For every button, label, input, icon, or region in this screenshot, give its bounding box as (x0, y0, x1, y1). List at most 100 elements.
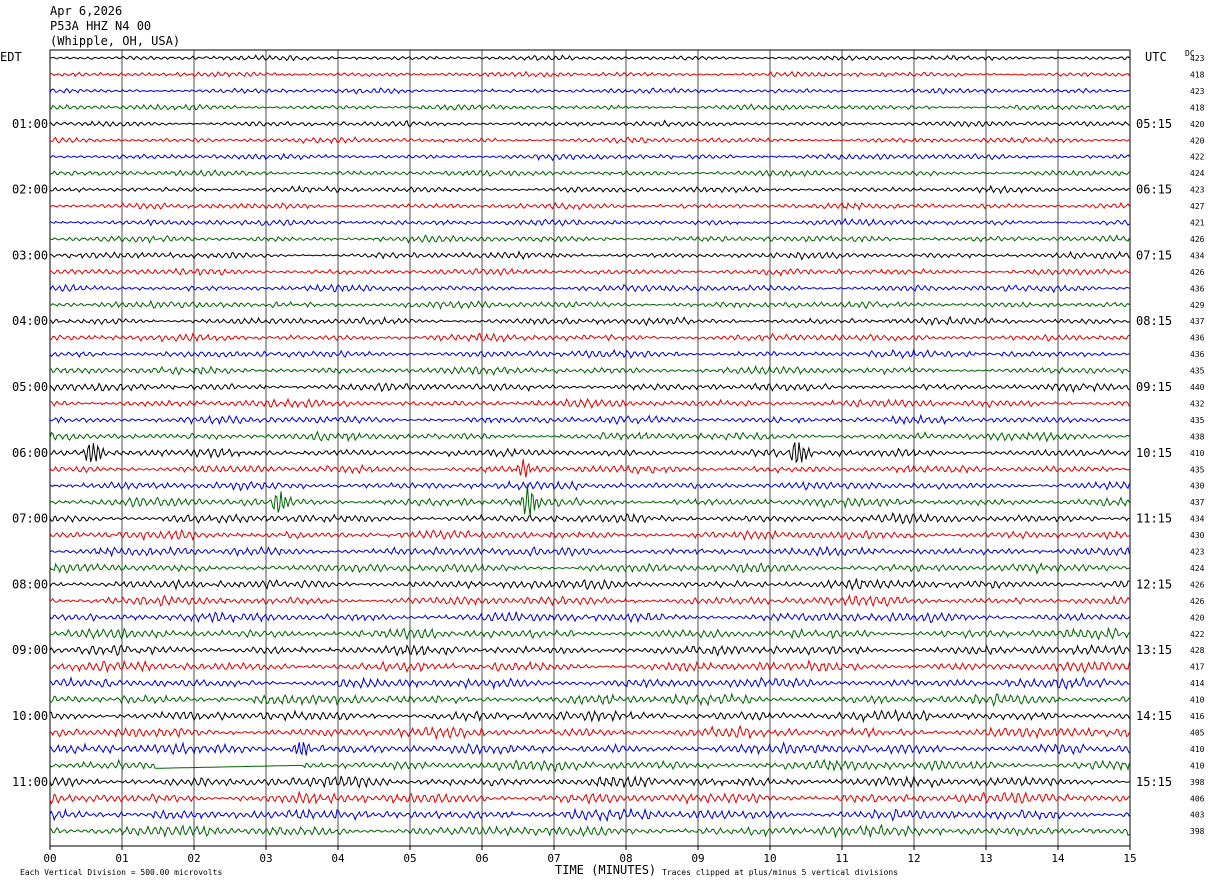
left-timezone-label: EDT (0, 50, 22, 64)
seismic-trace (49, 119, 1130, 128)
dc-offset-value: 406 (1190, 794, 1205, 803)
dc-offset-value: 435 (1190, 367, 1205, 376)
station-code: P53A HHZ N4 00 (50, 19, 152, 33)
seismic-trace (49, 430, 1130, 443)
right-timezone-label: UTC (1145, 50, 1167, 64)
seismic-trace (49, 347, 1130, 360)
dc-offset-value: 418 (1190, 103, 1205, 112)
seismic-trace (49, 332, 1130, 343)
x-tick-label: 04 (331, 852, 345, 865)
dc-offset-value: 436 (1190, 334, 1205, 343)
dc-offset-value: 435 (1190, 465, 1205, 474)
x-tick-label: 11 (835, 852, 848, 865)
seismic-trace (49, 152, 1130, 162)
seismic-trace (49, 692, 1130, 708)
seismic-trace (49, 626, 1130, 641)
seismic-trace (49, 217, 1130, 227)
left-time-label: 02:00 (12, 183, 48, 197)
dc-offset-value: 430 (1190, 482, 1205, 491)
dc-offset-value: 398 (1190, 778, 1205, 787)
seismic-trace (49, 790, 1130, 806)
dc-offset-value: 418 (1190, 70, 1205, 79)
left-time-label: 04:00 (12, 314, 48, 328)
seismic-trace (49, 397, 1130, 409)
clip-note: Traces clipped at plus/minus 5 vertical … (662, 868, 899, 877)
x-tick-label: 03 (259, 852, 272, 865)
seismic-trace (49, 87, 1130, 95)
seismic-trace (49, 484, 1130, 517)
dc-offset-value: 436 (1190, 284, 1205, 293)
dc-offset-value: 420 (1190, 136, 1205, 145)
seismic-trace (49, 562, 1130, 575)
seismic-trace (49, 382, 1130, 394)
x-tick-label: 06 (475, 852, 488, 865)
seismic-trace (49, 364, 1130, 377)
x-tick-label: 07 (547, 852, 560, 865)
seismic-trace (49, 708, 1130, 724)
left-time-label: 11:00 (12, 775, 48, 789)
seismic-trace (49, 758, 1130, 773)
dc-offset-value: 426 (1190, 268, 1205, 277)
right-time-label: 15:15 (1136, 775, 1172, 789)
x-tick-label: 08 (619, 852, 632, 865)
dc-offset-value: 414 (1190, 679, 1205, 688)
dc-offset-value: 423 (1190, 54, 1205, 63)
seismic-trace (49, 775, 1130, 789)
right-time-label: 05:15 (1136, 117, 1172, 131)
dc-offset-value: 422 (1190, 630, 1205, 639)
right-time-label: 10:15 (1136, 446, 1172, 460)
seismic-trace (49, 442, 1130, 464)
seismic-trace (49, 643, 1130, 658)
seismic-trace (49, 611, 1130, 624)
seismic-trace (49, 724, 1130, 740)
x-tick-label: 00 (43, 852, 56, 865)
seismic-trace (49, 459, 1130, 478)
dc-offset-value: 437 (1190, 317, 1205, 326)
dc-offset-value: 423 (1190, 548, 1205, 557)
left-time-label: 10:00 (12, 709, 48, 723)
seismic-trace (49, 823, 1130, 839)
left-time-label: 07:00 (12, 512, 48, 526)
dc-offset-value: 440 (1190, 383, 1205, 392)
dc-offset-value: 410 (1190, 449, 1205, 458)
seismic-trace (49, 283, 1130, 294)
trace-group (49, 54, 1130, 839)
seismic-trace (49, 136, 1130, 145)
axis-labels: 01:00 02:00 03:00 04:00 05:00 06:00 07:00 08:00… (12, 54, 1205, 865)
dc-offset-value: 430 (1190, 531, 1205, 540)
dc-offset-value: 410 (1190, 696, 1205, 705)
seismic-trace (49, 741, 1130, 756)
dc-offset-value: 437 (1190, 498, 1205, 507)
dc-offset-value: 420 (1190, 613, 1205, 622)
right-time-label: 14:15 (1136, 709, 1172, 723)
seismic-trace (49, 807, 1130, 823)
x-tick-label: 12 (907, 852, 920, 865)
seismic-trace (49, 250, 1130, 261)
x-tick-label: 13 (979, 852, 992, 865)
x-tick-label: 01 (115, 852, 128, 865)
seismic-trace (49, 659, 1130, 674)
dc-offset-value: 436 (1190, 350, 1205, 359)
dc-offset-value: 421 (1190, 219, 1205, 228)
dc-offset-value: 405 (1190, 728, 1205, 737)
dc-offset-value: 410 (1190, 745, 1205, 754)
seismic-trace (49, 413, 1130, 426)
right-time-label: 13:15 (1136, 643, 1172, 657)
dc-offset-value: 398 (1190, 827, 1205, 836)
dc-offset-value: 424 (1190, 564, 1205, 573)
dc-offset-value: 438 (1190, 432, 1205, 441)
x-tick-label: 05 (403, 852, 416, 865)
left-time-label: 05:00 (12, 380, 48, 394)
x-axis-title: TIME (MINUTES) (555, 863, 657, 877)
x-tick-label: 10 (763, 852, 776, 865)
seismic-trace (49, 676, 1130, 691)
dc-offset-value: 434 (1190, 251, 1205, 260)
dc-offset-value: 428 (1190, 646, 1205, 655)
plot-date: Apr 6,2026 (50, 4, 123, 18)
seismic-trace (49, 512, 1130, 525)
dc-offset-value: 429 (1190, 301, 1205, 310)
dc-offset-value: 417 (1190, 663, 1205, 672)
seismic-trace (49, 267, 1130, 277)
dc-offset-value: 403 (1190, 811, 1205, 820)
